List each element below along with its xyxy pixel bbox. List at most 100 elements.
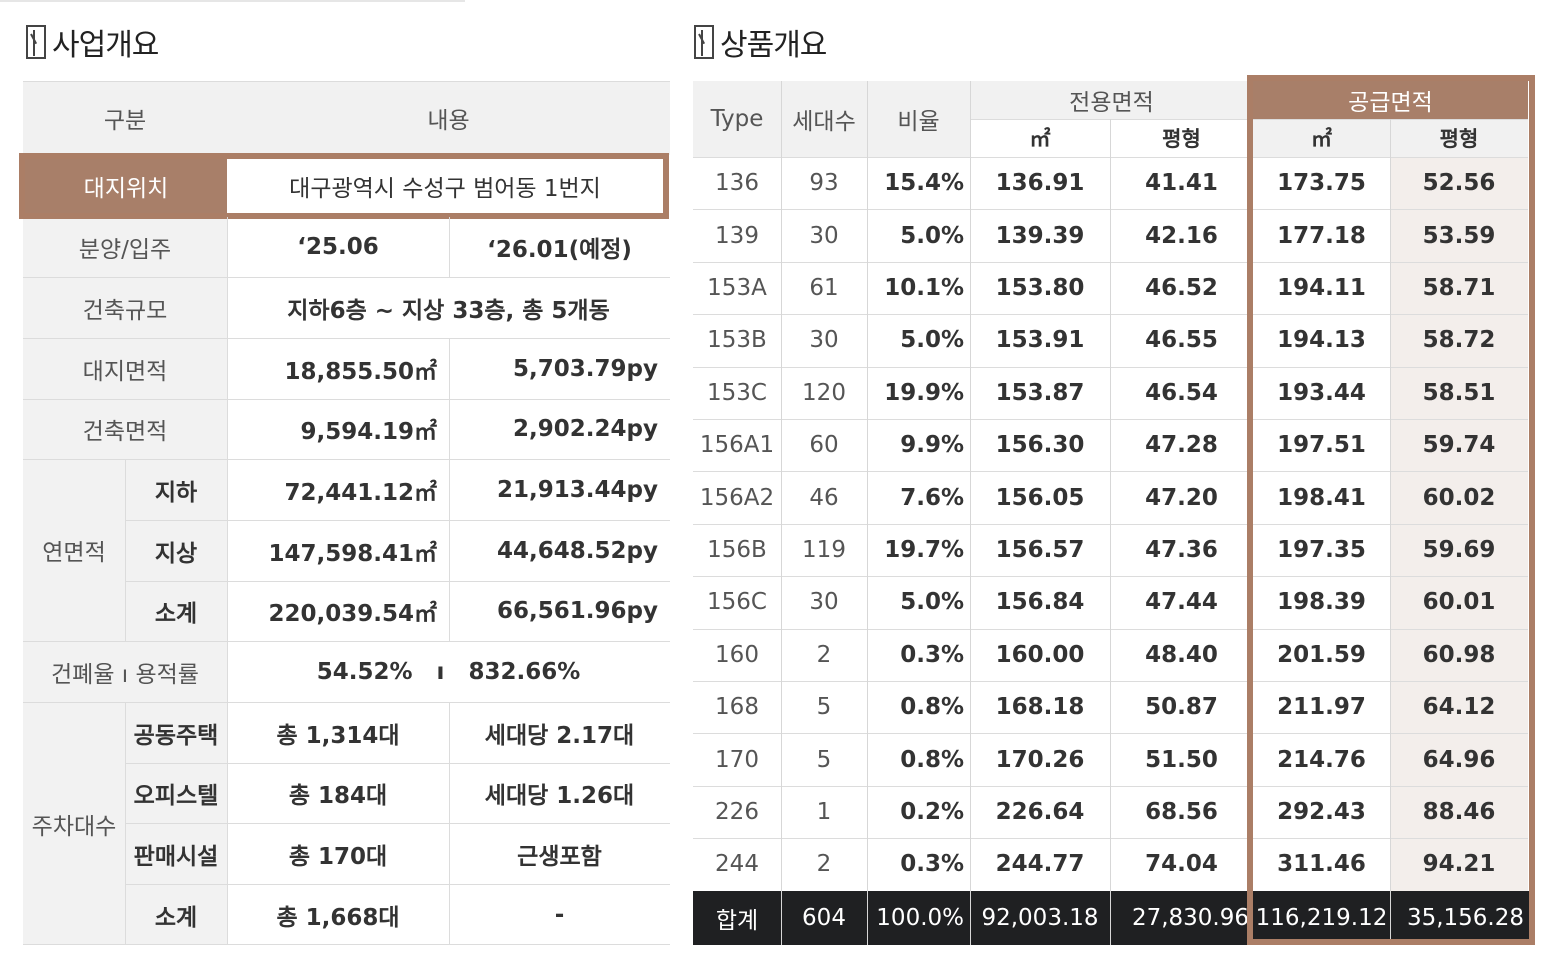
row-type: 156A2 <box>699 484 775 511</box>
total-supply-py: 35,156.28 <box>1406 905 1524 931</box>
gross-area-underground-py: 21,913.44py <box>497 476 658 503</box>
parking-apartment-total: 총 1,314대 <box>276 722 400 749</box>
row-supply-py: 60.02 <box>1422 484 1496 511</box>
grid-line <box>227 217 228 945</box>
grid-line <box>23 702 670 703</box>
row-exclusive-m2: 156.05 <box>995 484 1085 511</box>
row-supply-py: 60.98 <box>1422 641 1496 668</box>
row-ratio: 5.0% <box>900 327 964 354</box>
brand-logo-icon <box>694 25 714 59</box>
row-supply-py: 64.96 <box>1422 746 1496 773</box>
row-exclusive-py: 42.16 <box>1145 222 1218 249</box>
total-ratio: 100.0% <box>876 905 964 931</box>
row-exclusive-py: 47.36 <box>1145 536 1218 563</box>
row-supply-m2: 311.46 <box>1277 851 1366 878</box>
top-divider <box>0 0 465 2</box>
parking-retail-total: 총 170대 <box>288 843 388 870</box>
total-type: 합계 <box>715 908 759 934</box>
row-supply-py: 94.21 <box>1422 851 1496 878</box>
building-area-py: 2,902.24py <box>513 416 658 442</box>
brand-logo-icon <box>26 25 46 59</box>
row-supply-py: 52.56 <box>1422 170 1496 197</box>
business-overview-table: 구분 내용 대지위치 대구광역시 수성구 범어동 1번지 분양/입주 ‘25.0… <box>19 81 670 945</box>
total-exclusive-m2: 92,003.18 <box>981 905 1099 931</box>
gross-area-above-label: 지상 <box>154 540 198 567</box>
gross-area-above-py: 44,648.52py <box>497 537 658 564</box>
row-exclusive-m2: 226.64 <box>995 798 1085 825</box>
gross-area-subtotal-py: 66,561.96py <box>497 598 658 624</box>
row-units: 30 <box>809 589 839 616</box>
row-supply-py: 59.74 <box>1422 432 1496 459</box>
header-exclusive-m2: ㎡ <box>1029 127 1051 151</box>
gross-area-subtotal-label: 소계 <box>154 601 198 627</box>
grid-line <box>125 702 126 945</box>
grid-line <box>23 338 670 339</box>
row-type: 244 <box>715 851 759 878</box>
total-exclusive-py: 27,830.96 <box>1131 905 1249 931</box>
site-location-highlight <box>19 153 669 219</box>
row-supply-m2: 201.59 <box>1277 641 1366 668</box>
row-exclusive-py: 41.41 <box>1145 170 1218 197</box>
parking-subtotal-detail: - <box>554 901 565 928</box>
row-exclusive-py: 68.56 <box>1145 798 1218 825</box>
row-ratio: 0.2% <box>900 798 964 825</box>
parking-retail-detail: 근생포함 <box>517 843 602 870</box>
row-supply-py: 64.12 <box>1422 694 1496 721</box>
row-type: 156A1 <box>699 432 775 459</box>
row-supply-m2: 194.11 <box>1277 274 1366 301</box>
row-exclusive-m2: 153.87 <box>995 379 1085 406</box>
row-units: 30 <box>809 327 839 354</box>
grid-line <box>23 459 670 460</box>
row-exclusive-py: 46.54 <box>1145 379 1218 406</box>
row-units: 93 <box>809 170 839 197</box>
grid-line <box>1390 119 1391 945</box>
site-location-label: 대지위치 <box>25 159 227 213</box>
building-area-m2: 9,594.19㎡ <box>300 419 438 445</box>
parking-officetel-total: 총 184대 <box>288 783 388 809</box>
row-supply-m2: 177.18 <box>1277 222 1366 249</box>
parking-officetel-label: 오피스텔 <box>133 783 219 809</box>
header-ratio: 비율 <box>897 109 940 135</box>
row-supply-py: 58.51 <box>1422 379 1496 406</box>
header-exclusive-area: 전용면적 <box>1069 90 1154 116</box>
section-title-text: 상품개요 <box>720 28 827 63</box>
header-exclusive-py: 평형 <box>1162 127 1201 151</box>
row-supply-py: 58.71 <box>1422 274 1496 301</box>
section-title-business: 사업개요 <box>26 20 159 64</box>
grid-line <box>125 459 126 641</box>
grid-line <box>867 81 868 945</box>
total-supply-m2: 116,219.12 <box>1255 905 1388 931</box>
row-units: 120 <box>802 379 846 406</box>
row-units: 5 <box>816 694 832 721</box>
total-row <box>693 891 1535 945</box>
site-area-m2: 18,855.50㎡ <box>284 358 438 385</box>
row-supply-py: 60.01 <box>1422 589 1496 616</box>
parking-label: 주차대수 <box>31 813 117 840</box>
site-area-py: 5,703.79py <box>513 355 658 382</box>
row-exclusive-py: 46.52 <box>1145 274 1218 301</box>
gross-area-label: 연면적 <box>42 540 106 566</box>
grid-line <box>23 81 670 82</box>
coverage-ratio-label: 건폐율 ı 용적률 <box>51 661 199 688</box>
row-exclusive-py: 46.55 <box>1145 327 1218 354</box>
row-type: 136 <box>715 170 759 197</box>
row-exclusive-m2: 156.30 <box>995 432 1085 459</box>
supply-area-highlight <box>1247 75 1535 945</box>
row-exclusive-py: 48.40 <box>1145 641 1218 668</box>
row-supply-m2: 198.41 <box>1277 484 1366 511</box>
row-exclusive-py: 47.28 <box>1145 432 1218 459</box>
scale-label: 건축규모 <box>82 297 168 324</box>
product-overview-table: Type 세대수 비율 전용면적 ㎡ 평형 공급면적 ㎡ 평형 136 93 15.… <box>693 75 1535 945</box>
row-ratio: 0.3% <box>900 851 964 878</box>
row-type: 170 <box>715 746 759 773</box>
site-area-label: 대지면적 <box>82 358 168 385</box>
row-exclusive-m2: 244.77 <box>995 851 1085 878</box>
row-ratio: 7.6% <box>900 484 964 511</box>
row-supply-py: 88.46 <box>1422 798 1496 825</box>
grid-line <box>781 81 782 945</box>
header-category: 구분 <box>103 108 147 134</box>
row-ratio: 0.3% <box>900 641 964 668</box>
row-units: 5 <box>816 746 832 773</box>
grid-line <box>125 884 670 885</box>
grid-line <box>23 944 670 945</box>
